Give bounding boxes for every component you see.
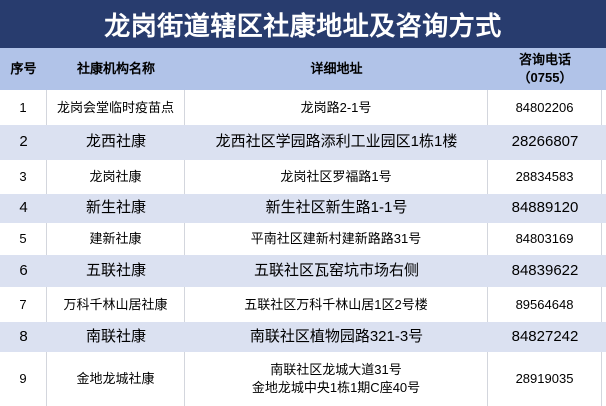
center-address: 龙岗路2-1号	[185, 90, 488, 125]
table-row: 7 万科千林山居社康 五联社区万科千林山居1区2号楼 89564648	[0, 287, 606, 322]
row-edge-pad	[602, 160, 606, 194]
row-edge-pad	[602, 287, 606, 322]
center-phone: 28919035	[488, 352, 602, 406]
center-phone: 89564648	[488, 287, 602, 322]
center-name: 金地龙城社康	[47, 352, 185, 406]
row-number: 2	[19, 133, 28, 151]
center-address: 新生社区新生路1-1号	[265, 199, 408, 217]
center-phone: 84802206	[488, 90, 602, 125]
table-row: 1 龙岗会堂临时疫苗点 龙岗路2-1号 84802206	[0, 90, 606, 125]
row-edge-pad	[602, 223, 606, 255]
table-row: 4 新生社康 新生社区新生路1-1号 84889120	[0, 194, 606, 223]
row-number: 5	[0, 223, 47, 255]
center-phone: 84839622	[511, 261, 579, 279]
row-number: 3	[0, 160, 47, 194]
center-name: 五联社康	[85, 261, 146, 279]
table-header: 序号 社康机构名称 详细地址 咨询电话 （0755）	[0, 48, 606, 90]
row-number: 1	[0, 90, 47, 125]
column-header-index: 序号	[10, 61, 37, 77]
column-header-phone: 咨询电话 （0755）	[517, 52, 573, 85]
center-address: 平南社区建新村建新路路31号	[185, 223, 488, 255]
center-name: 南联社康	[85, 327, 146, 345]
center-address: 南联社区植物园路321-3号	[249, 327, 424, 345]
row-number: 8	[19, 327, 28, 345]
table-row: 8 南联社康 南联社区植物园路321-3号 84827242	[0, 322, 606, 352]
table-row: 3 龙岗社康 龙岗社区罗福路1号 28834583	[0, 160, 606, 194]
center-address: 南联社区龙城大道31号 金地龙城中央1栋1期C座40号	[185, 352, 488, 406]
column-header-institution: 社康机构名称	[76, 61, 155, 77]
center-address: 五联社区瓦窑坑市场右侧	[253, 261, 419, 279]
center-name: 万科千林山居社康	[47, 287, 185, 322]
row-number: 9	[0, 352, 47, 406]
center-phone: 84827242	[511, 327, 579, 345]
center-address: 龙岗社区罗福路1号	[185, 160, 488, 194]
center-name: 龙岗会堂临时疫苗点	[47, 90, 185, 125]
center-phone: 84889120	[511, 199, 579, 217]
center-name: 龙西社康	[85, 133, 146, 151]
table-row: 2 龙西社康 龙西社区学园路添利工业园区1栋1楼 28266807	[0, 125, 606, 160]
center-name: 新生社康	[85, 199, 146, 217]
row-edge-pad	[602, 90, 606, 125]
center-phone: 84803169	[488, 223, 602, 255]
row-edge-pad	[602, 194, 606, 223]
column-header-address: 详细地址	[310, 61, 363, 77]
center-name: 龙岗社康	[47, 160, 185, 194]
row-edge-pad	[602, 255, 606, 287]
header-edge-pad	[602, 48, 606, 90]
table-row: 5 建新社康 平南社区建新村建新路路31号 84803169	[0, 223, 606, 255]
table-row: 9 金地龙城社康 南联社区龙城大道31号 金地龙城中央1栋1期C座40号 289…	[0, 352, 606, 406]
center-name: 建新社康	[47, 223, 185, 255]
page-title: 龙岗街道辖区社康地址及咨询方式	[0, 0, 606, 48]
row-number: 6	[19, 261, 28, 279]
table-body: 1 龙岗会堂临时疫苗点 龙岗路2-1号 84802206 2 龙西社康 龙西社区…	[0, 90, 606, 406]
row-number: 7	[0, 287, 47, 322]
row-edge-pad	[602, 125, 606, 160]
row-edge-pad	[602, 352, 606, 406]
center-address: 五联社区万科千林山居1区2号楼	[185, 287, 488, 322]
center-phone: 28834583	[488, 160, 602, 194]
center-address: 龙西社区学园路添利工业园区1栋1楼	[215, 133, 458, 151]
row-edge-pad	[602, 322, 606, 352]
center-phone: 28266807	[511, 133, 579, 151]
table-row: 6 五联社康 五联社区瓦窑坑市场右侧 84839622	[0, 255, 606, 287]
row-number: 4	[19, 199, 28, 217]
